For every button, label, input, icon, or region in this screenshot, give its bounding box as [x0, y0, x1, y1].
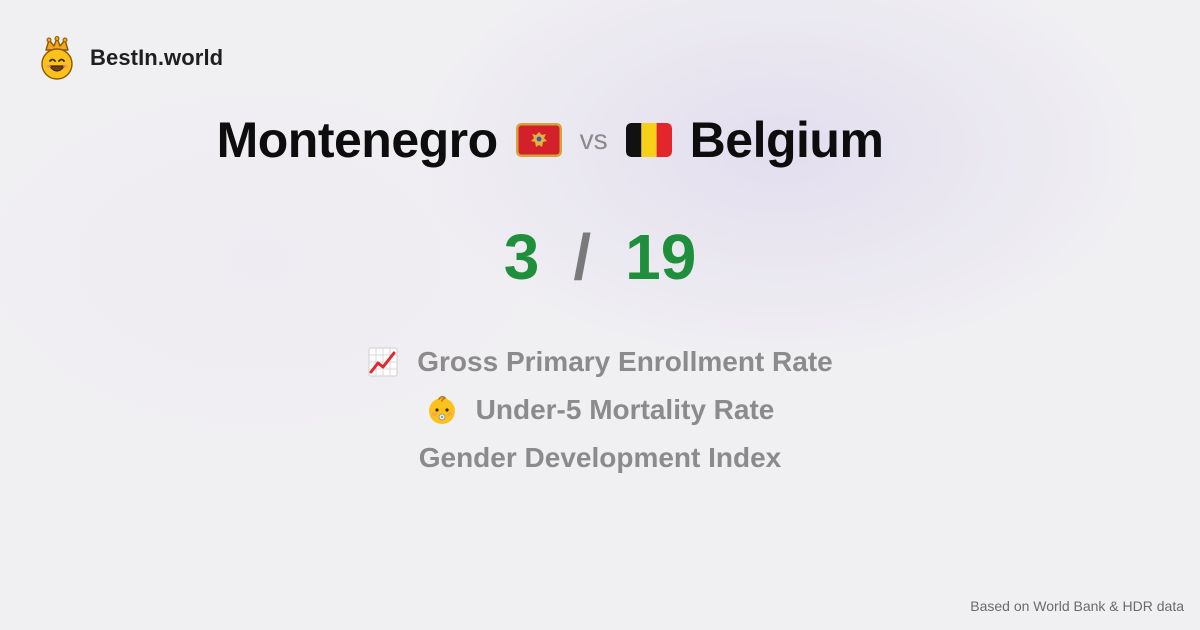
metric-label: Gender Development Index: [418, 442, 782, 473]
source-note: Based on World Bank & HDR data: [970, 598, 1184, 614]
chart-increasing-icon: [367, 346, 399, 378]
crowned-smiley-icon: [41, 36, 73, 80]
metric-gender-development-index: Gender Development Index: [0, 434, 1200, 482]
vs-label: vs: [579, 124, 608, 155]
brand[interactable]: BestIn.world: [38, 36, 223, 80]
left-score: 3: [503, 221, 540, 293]
right-country-name: Belgium: [689, 112, 884, 168]
score-separator: /: [573, 221, 592, 293]
right-score: 19: [625, 221, 697, 293]
metric-label: Under-5 Mortality Rate: [475, 394, 775, 425]
metrics-list: Gross Primary Enrollment Rate Under-5 Mo…: [0, 338, 1200, 482]
baby-icon: [426, 394, 458, 426]
brand-name: BestIn.world: [90, 45, 224, 70]
metric-label: Gross Primary Enrollment Rate: [417, 346, 833, 377]
left-country-name: Montenegro: [216, 112, 499, 168]
score: 3 / 19: [0, 221, 1200, 293]
belgium-flag-icon: [625, 123, 672, 157]
metric-gross-primary-enrollment: Gross Primary Enrollment Rate: [0, 338, 1200, 386]
montenegro-flag-icon: [515, 123, 562, 157]
comparison-title: Montenegro vs Belgium: [0, 108, 1100, 172]
metric-under-5-mortality: Under-5 Mortality Rate: [0, 386, 1200, 434]
